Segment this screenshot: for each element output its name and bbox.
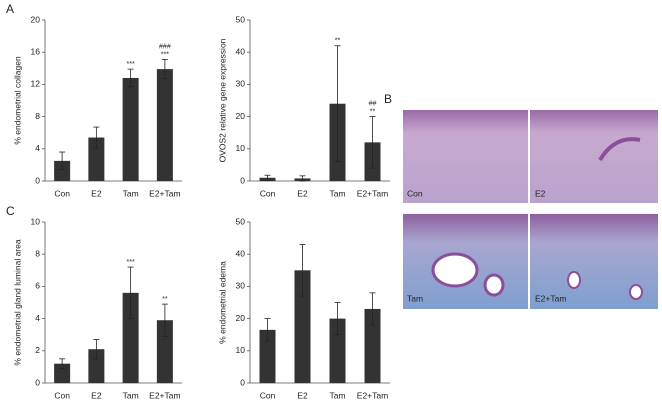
y-axis-label: % endometrial edema <box>217 261 227 344</box>
x-tick-label: E2+Tam <box>149 188 180 198</box>
y-tick-label: 20 <box>236 111 246 121</box>
x-tick-label: E2 <box>297 188 308 198</box>
micrographs: Con E2 Tam E2+Tam <box>403 110 658 309</box>
x-tick-label: E2+Tam <box>149 390 180 400</box>
x-tick-label: E2+Tam <box>357 390 388 400</box>
gland <box>431 252 479 288</box>
x-tick-label: Con <box>54 390 70 400</box>
micrograph-label: E2 <box>535 188 546 198</box>
gland <box>629 284 643 300</box>
bar <box>54 160 71 181</box>
x-tick-label: Tam <box>123 390 139 400</box>
comparison-mark: ### <box>159 43 171 50</box>
y-tick-label: 6 <box>35 281 40 291</box>
significance-mark: ** <box>335 38 341 45</box>
y-tick-label: 40 <box>236 46 246 56</box>
bar <box>156 320 173 383</box>
gland <box>567 271 581 289</box>
y-tick-label: 0 <box>35 175 40 185</box>
comparison-mark: ## <box>369 100 377 107</box>
gland <box>598 137 641 162</box>
bar <box>156 69 173 181</box>
x-tick-label: Con <box>260 188 276 198</box>
y-tick-label: 8 <box>35 248 40 258</box>
x-tick-label: Tam <box>329 390 345 400</box>
x-tick-label: E2+Tam <box>357 188 388 198</box>
y-tick-label: 50 <box>236 216 246 226</box>
y-tick-label: 4 <box>35 313 40 323</box>
significance-mark: *** <box>161 51 169 58</box>
y-axis-label: OVOS2 relative gene expression <box>217 38 227 162</box>
y-tick-label: 40 <box>236 248 246 258</box>
bar <box>364 308 381 383</box>
panel-label: A <box>6 2 14 16</box>
panel-label: B <box>384 92 392 106</box>
y-tick-label: 0 <box>240 377 245 387</box>
bar <box>329 318 346 383</box>
y-tick-label: 20 <box>236 313 246 323</box>
y-tick-label: 10 <box>31 216 41 226</box>
micrograph <box>530 110 658 203</box>
y-tick-label: 12 <box>31 79 41 89</box>
micrograph-label: E2+Tam <box>535 293 566 303</box>
x-tick-label: E2 <box>297 390 308 400</box>
x-tick-label: E2 <box>91 390 102 400</box>
micrograph <box>403 110 528 203</box>
y-axis-label: % endometrial gland luminal area <box>12 239 22 365</box>
micrograph-label: Tam <box>407 293 423 303</box>
bar <box>88 137 105 181</box>
significance-mark: ** <box>370 108 376 115</box>
y-tick-label: 8 <box>35 111 40 121</box>
significance-mark: *** <box>127 259 135 266</box>
y-tick-label: 10 <box>236 143 246 153</box>
y-tick-label: 10 <box>236 345 246 355</box>
gland <box>483 273 505 297</box>
y-tick-label: 4 <box>35 143 40 153</box>
bar <box>54 363 71 383</box>
x-tick-label: Con <box>260 390 276 400</box>
bar <box>294 270 311 383</box>
y-tick-label: 0 <box>240 175 245 185</box>
y-axis-label: % endometrial collagen <box>12 56 22 145</box>
bar <box>122 292 139 383</box>
y-tick-label: 50 <box>236 14 246 24</box>
x-tick-label: E2 <box>91 188 102 198</box>
panel-label: C <box>6 204 15 218</box>
significance-mark: *** <box>127 61 135 68</box>
significance-mark: ** <box>162 296 168 303</box>
y-tick-label: 20 <box>31 14 41 24</box>
x-tick-label: Con <box>54 188 70 198</box>
bar <box>88 349 105 383</box>
micrograph-label: Con <box>407 188 423 198</box>
bar <box>122 77 139 181</box>
y-tick-label: 16 <box>31 46 41 56</box>
y-tick-label: 30 <box>236 281 246 291</box>
y-tick-label: 30 <box>236 79 246 89</box>
x-tick-label: Tam <box>329 188 345 198</box>
x-tick-label: Tam <box>123 188 139 198</box>
y-tick-label: 0 <box>35 377 40 387</box>
y-tick-label: 2 <box>35 345 40 355</box>
bar <box>259 329 276 383</box>
